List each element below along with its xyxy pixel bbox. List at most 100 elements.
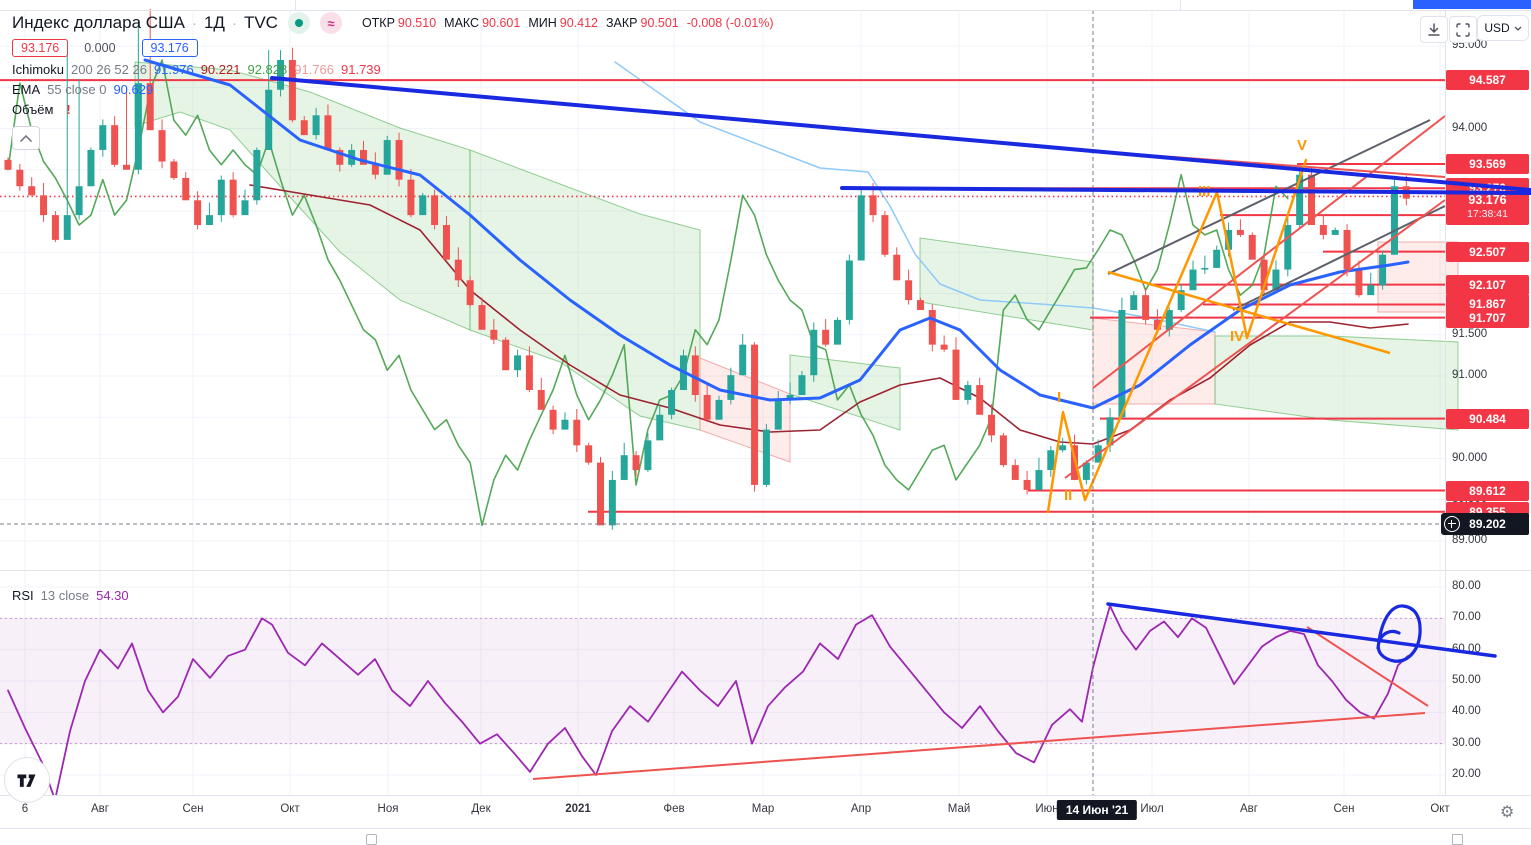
- price-label-chips-row: 93.176 0.000 93.176: [12, 39, 774, 57]
- high-value: 90.601: [482, 16, 521, 30]
- time-label: Авг: [1240, 803, 1258, 815]
- price-level-badge: 91.707: [1446, 307, 1529, 328]
- bottom-toolbar-strip: [0, 828, 1531, 845]
- time-label: Окт: [280, 803, 300, 815]
- time-label: Апр: [850, 803, 872, 815]
- indicator-row-ema[interactable]: EMA 55 close 0 90.629: [12, 82, 774, 97]
- wave-label-IV: IV: [1230, 328, 1244, 345]
- ichimoku-name: Ichimoku: [12, 62, 65, 77]
- interval-label[interactable]: 1Д: [203, 13, 225, 32]
- ema-name: EMA: [12, 82, 41, 97]
- low-label: МИН: [528, 16, 557, 30]
- time-label: Июл: [1140, 803, 1164, 815]
- toolbar-bottom-border: [0, 10, 1531, 11]
- symbol-title[interactable]: Индекс доллара США: [12, 13, 185, 32]
- symbol-header-row[interactable]: Индекс доллара США · 1Д · TVC ≈ ОТКР 90.…: [12, 12, 774, 34]
- price-tick: 89.000: [1452, 534, 1488, 546]
- time-label: 6: [21, 803, 29, 815]
- time-label: Мар: [751, 803, 775, 815]
- ichimoku-value-lead2: 91.739: [341, 62, 381, 77]
- chart-legend: Индекс доллара США · 1Д · TVC ≈ ОТКР 90.…: [12, 12, 774, 150]
- rsi-tick: 70.00: [1452, 611, 1481, 624]
- time-axis-border: [0, 795, 1531, 796]
- rsi-tick: 80.00: [1452, 580, 1481, 592]
- plus-circle-icon: [1444, 516, 1460, 532]
- toolbar-separator-tick: [295, 0, 296, 10]
- rsi-params: 13 close: [40, 588, 90, 603]
- pane-separator[interactable]: [0, 570, 1531, 571]
- current-price-badge: 93.176 17:38:41: [1446, 192, 1529, 222]
- approx-data-icon[interactable]: ≈: [319, 12, 342, 34]
- ichimoku-value-conversion: 91.976: [153, 62, 194, 77]
- ohlc-row: ОТКР 90.510 МАКС 90.601 МИН 90.412 ЗАКР …: [362, 16, 774, 30]
- indicator-row-rsi[interactable]: RSI 13 close 54.30: [12, 588, 129, 603]
- volume-warning-icon[interactable]: !: [66, 102, 71, 117]
- close-label: ЗАКР: [605, 16, 638, 30]
- legend-collapse-button[interactable]: [12, 126, 40, 150]
- open-value: 90.510: [397, 16, 437, 30]
- currency-dropdown[interactable]: USD: [1477, 15, 1529, 41]
- chevron-up-icon: [20, 134, 32, 142]
- indicator-row-volume[interactable]: Объём !: [12, 102, 774, 117]
- wave-label-I: I: [1057, 389, 1061, 406]
- time-label: Май: [947, 803, 971, 815]
- rsi-tick: 60.00: [1452, 642, 1481, 655]
- publish-button-partial[interactable]: [1413, 0, 1531, 9]
- realtime-status-icon: [287, 12, 310, 34]
- price-label-chip-blue[interactable]: 93.176: [141, 39, 198, 57]
- time-label: Сен: [182, 803, 204, 815]
- ichimoku-params: 200 26 52 26: [71, 62, 147, 77]
- time-label: 2021: [565, 803, 591, 815]
- crosshair-price-badge: 89.202: [1446, 513, 1529, 535]
- ichimoku-value-lead1: 91.766: [294, 62, 334, 77]
- chevron-down-icon: [1514, 26, 1522, 31]
- time-label: Окт: [1430, 803, 1450, 815]
- ichimoku-value-lagging: 92.828: [247, 62, 288, 77]
- time-label: Дек: [471, 803, 491, 815]
- time-axis[interactable]: 6 Авг Сен Окт Ноя Дек 2021 Фев Мар Апр Май Июн Июл Ав…: [0, 795, 1531, 828]
- calendar-icon[interactable]: [366, 834, 377, 845]
- volume-name: Объём: [12, 102, 54, 117]
- rsi-name: RSI: [12, 588, 34, 603]
- time-label: Фев: [663, 803, 685, 815]
- wave-label-V: V: [1297, 137, 1307, 154]
- change-value: -0.008 (-0.01%): [686, 16, 774, 30]
- price-tick: 91.500: [1452, 327, 1488, 340]
- fullscreen-button[interactable]: [1449, 16, 1477, 43]
- panel-icon[interactable]: [1452, 834, 1463, 845]
- ichimoku-value-base: 90.221: [200, 62, 241, 77]
- price-level-badge: 90.484: [1446, 408, 1529, 429]
- separator-dot: ·: [191, 14, 197, 32]
- rsi-tick: 50.00: [1452, 673, 1481, 686]
- ema-params: 55 close 0: [47, 82, 107, 97]
- time-label: Ноя: [377, 803, 399, 815]
- open-label: ОТКР: [361, 16, 395, 30]
- wave-label-III: III: [1198, 183, 1211, 200]
- price-label-zero: 0.000: [84, 41, 116, 55]
- rsi-tick: 20.00: [1452, 767, 1481, 780]
- time-label: Сен: [1333, 803, 1355, 815]
- current-price-value: 93.176: [1468, 193, 1507, 207]
- price-level-badge: 94.587: [1446, 70, 1529, 91]
- wave-label-II: II: [1064, 487, 1072, 504]
- tradingview-logo[interactable]: [4, 757, 50, 803]
- download-icon: [1428, 22, 1440, 36]
- price-tick: 90.000: [1452, 451, 1488, 464]
- price-label-chip-red[interactable]: 93.176: [12, 39, 69, 57]
- toolbar-separator-tick: [1180, 0, 1181, 10]
- price-level-badge: 92.507: [1446, 241, 1529, 262]
- price-axis-border: [1445, 10, 1446, 828]
- price-level-badge: 89.612: [1446, 480, 1529, 501]
- high-label: МАКС: [444, 16, 480, 30]
- crosshair-date-badge: 14 Июн '21: [1056, 800, 1138, 820]
- price-axis[interactable]: 95.00094.50094.00093.50093.00092.50092.0…: [1446, 10, 1531, 795]
- bar-countdown: 17:38:41: [1467, 208, 1508, 220]
- add-alert-plus-button[interactable]: [1441, 513, 1463, 535]
- time-label: Июн: [1035, 803, 1059, 815]
- indicator-row-ichimoku[interactable]: Ichimoku 200 26 52 26 91.976 90.221 92.8…: [12, 62, 774, 77]
- separator-dot: ·: [231, 14, 237, 32]
- download-button[interactable]: [1420, 16, 1448, 43]
- timezone-settings-gear-icon[interactable]: ⚙: [1500, 802, 1515, 821]
- exchange-label: TVC: [243, 13, 278, 32]
